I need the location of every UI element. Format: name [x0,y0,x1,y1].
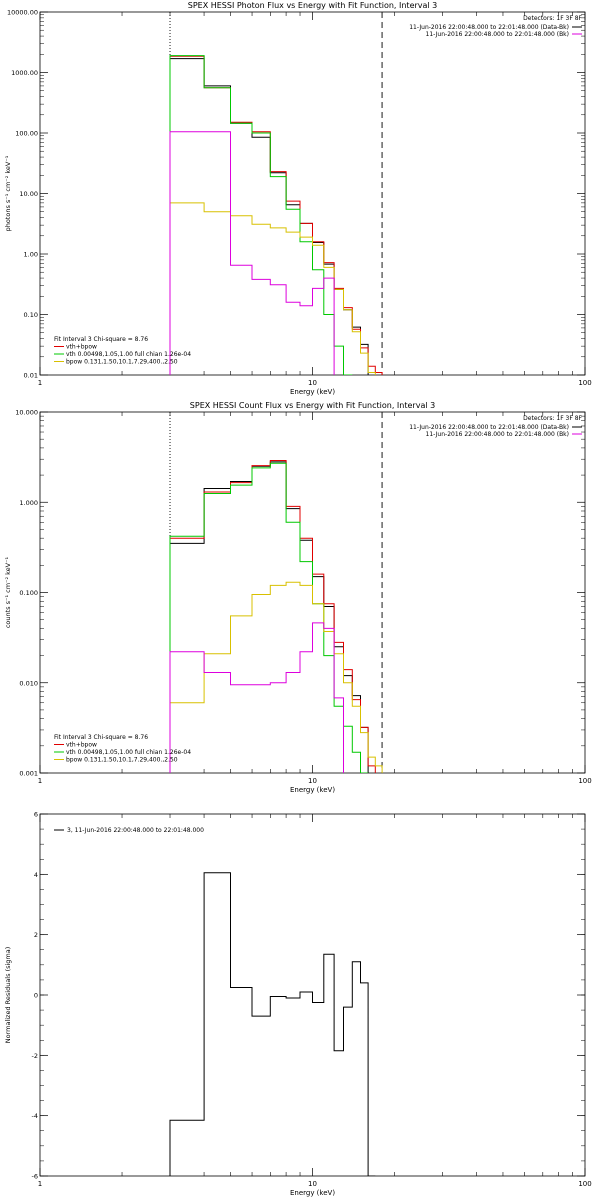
series-model_total-line [169,55,383,375]
legend-right-entry: 11-Jun-2016 22:00:48.000 to 22:01:48.000… [426,31,569,38]
series-background-line [169,622,344,773]
legend-left-entry: vth 0.00498,1.05,1.00 full chian 1.26e-0… [66,351,191,358]
legend-right-entry: 11-Jun-2016 22:00:48.000 to 22:01:48.000… [409,424,569,431]
y-tick-label: 1.000 [19,499,38,507]
y-tick-label: 2 [34,931,38,939]
y-tick-label: 0.001 [19,770,38,778]
y-tick-label: 0 [34,992,38,1000]
y-tick-label: 4 [34,871,38,879]
x-tick-label: 100 [578,1180,591,1188]
series-layer [169,55,383,375]
chart-panel-2: SPEX HESSI Count Flux vs Energy with Fit… [4,401,592,794]
chart-panel-1: SPEX HESSI Photon Flux vs Energy with Fi… [4,1,592,396]
series-model_total-line [169,460,376,773]
series-data-line [169,872,376,1176]
legend-left-header: Fit Interval 3 Chi-square = 8.76 [54,734,148,741]
x-tick-label: 1 [38,1180,42,1188]
legend-entry: 3, 11-Jun-2016 22:00:48.000 to 22:01:48.… [67,827,204,834]
y-tick-label: 0.010 [19,679,38,687]
series-data-line [169,58,369,375]
x-tick-label: 10 [308,777,317,785]
x-axis-label: Energy (keV) [290,388,335,396]
y-tick-label: -6 [32,1173,38,1181]
x-tick-label: 10 [308,379,317,387]
y-axis-label: counts s⁻¹ cm⁻² keV⁻¹ [4,556,12,628]
series-layer [169,460,383,773]
plot-frame [39,11,586,376]
series-layer [169,872,376,1176]
legend-left-entry: bpow 0.131,1.50,10.1,7.29,400.,2.50 [66,757,178,764]
legend-detectors: Detectors: 1F 3F 8F [523,415,582,422]
y-tick-label: 6 [34,811,38,819]
y-axis-label: Normalized Residuals (sigma) [4,947,12,1044]
y-axis-label: photons s⁻¹ cm⁻² keV⁻¹ [4,155,12,231]
y-tick-label: -4 [32,1112,38,1120]
x-axis-label: Energy (keV) [290,1189,335,1197]
chart-title: SPEX HESSI Count Flux vs Energy with Fit… [190,401,435,410]
y-tick-label: 100.00 [15,130,38,138]
y-tick-label: 0.10 [24,311,38,319]
legend-left-entry: bpow 0.131,1.50,10.1,7.29,400.,2.50 [66,359,178,366]
legend-detectors: Detectors: 1F 3F 8F [523,15,582,22]
x-tick-label: 10 [308,1180,317,1188]
x-tick-label: 100 [578,379,591,387]
legend-left-entry: vth 0.00498,1.05,1.00 full chian 1.26e-0… [66,749,191,756]
y-tick-label: 10000.00 [7,9,38,17]
x-tick-label: 1 [38,379,42,387]
x-axis-label: Energy (keV) [290,786,335,794]
series-data-line [169,461,369,773]
series-background-line [169,131,335,375]
x-tick-label: 1 [38,777,42,785]
y-tick-label: 1000.00 [11,69,38,77]
y-tick-label: 0.01 [24,372,38,380]
chart-title: SPEX HESSI Photon Flux vs Energy with Fi… [188,1,438,10]
y-tick-label: -2 [32,1052,38,1060]
chart-panel-3: 1 10 100 Energy (keV) -6 -4 -2 0 2 4 6 Normalized R… [4,811,592,1198]
y-tick-label: 0.100 [19,589,38,597]
legend-right-entry: 11-Jun-2016 22:00:48.000 to 22:01:48.000… [409,24,569,31]
y-tick-label: 10.00 [19,190,38,198]
series-vth-line [169,462,369,773]
legend-left-entry: vth+bpow [66,344,97,351]
series-vth-line [169,55,353,375]
y-tick-label: 10.000 [15,409,38,417]
y-tick-label: 1.00 [24,251,38,259]
series-bpow-line [169,581,383,773]
legend-left-entry: vth+bpow [66,742,97,749]
series-bpow-line [169,202,376,375]
legend-right-entry: 11-Jun-2016 22:00:48.000 to 22:01:48.000… [426,431,569,438]
legend-left-header: Fit Interval 3 Chi-square = 8.76 [54,336,148,343]
x-tick-label: 100 [578,777,591,785]
